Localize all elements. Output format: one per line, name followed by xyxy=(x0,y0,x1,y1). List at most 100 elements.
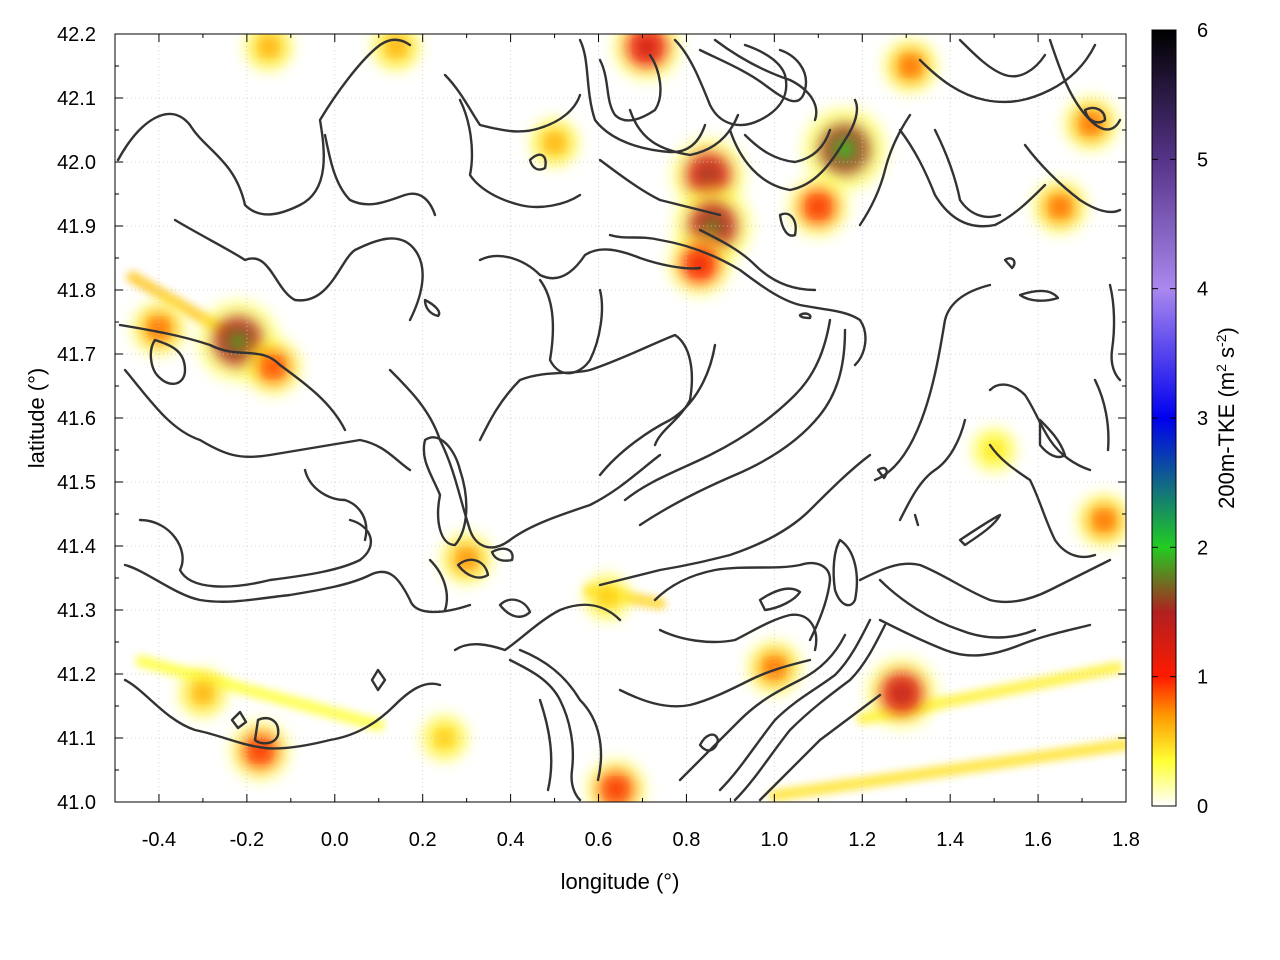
tke-core xyxy=(266,360,280,374)
tke-core xyxy=(197,687,209,699)
contour-line xyxy=(878,618,1092,657)
contour-line xyxy=(698,228,817,292)
y-tick-label: 41.2 xyxy=(57,664,96,686)
contour-line xyxy=(798,312,812,320)
contour-line xyxy=(490,547,514,562)
contour-line xyxy=(498,598,532,618)
x-tick-label: -0.4 xyxy=(142,829,176,851)
y-tick-label: 41.1 xyxy=(57,728,96,750)
contour-line xyxy=(456,558,490,579)
x-tick-label: 0.0 xyxy=(321,829,349,851)
y-tick-label: 42.2 xyxy=(57,24,96,46)
colorbar-tick-label: 2 xyxy=(1197,537,1208,559)
contour-line xyxy=(123,678,442,750)
contour-line xyxy=(758,587,802,612)
colorbar-tick-label: 5 xyxy=(1197,149,1208,171)
y-tick-label: 41.6 xyxy=(57,408,96,430)
contour-line xyxy=(698,48,808,103)
contour-line xyxy=(628,108,740,157)
tke-core xyxy=(1054,200,1067,213)
contour-line xyxy=(898,128,1047,228)
contour-line xyxy=(538,698,553,792)
tke-band xyxy=(135,655,385,732)
contour-line xyxy=(858,558,1112,604)
contour-line xyxy=(918,43,1097,104)
x-tick-label: 0.4 xyxy=(497,829,525,851)
colorbar-tick-label: 6 xyxy=(1197,20,1208,42)
contour-line xyxy=(1083,106,1107,124)
contour-line xyxy=(323,133,437,217)
colorbar-tick-label: 4 xyxy=(1197,279,1208,301)
y-axis-label: latitude (°) xyxy=(24,368,49,469)
contour-line xyxy=(958,38,1047,78)
tke-core xyxy=(229,332,247,351)
contour-line xyxy=(578,38,707,154)
x-tick-label: 1.8 xyxy=(1112,829,1140,851)
contour-line xyxy=(638,328,847,527)
contour-line xyxy=(958,513,1002,547)
contour-line xyxy=(678,633,847,782)
contour-line xyxy=(478,248,702,280)
colorbar-ticks: 0 1 2 3 4 5 6 xyxy=(1152,20,1208,818)
tke-core xyxy=(390,41,402,53)
tke-core xyxy=(639,39,655,55)
contour-line xyxy=(898,418,967,522)
tke-core xyxy=(263,41,275,53)
tke-core xyxy=(904,59,917,73)
contour-line xyxy=(458,98,582,209)
y-tick-label: 41.8 xyxy=(57,280,96,302)
contour-line xyxy=(743,128,832,164)
x-tick-label: 1.6 xyxy=(1024,829,1052,851)
contour-line xyxy=(508,658,582,802)
colorbar-label-main: 200m-TKE (m xyxy=(1214,372,1239,509)
contour-line xyxy=(913,513,920,527)
contour-line xyxy=(778,212,797,237)
tke-core xyxy=(439,732,450,744)
tke-core xyxy=(609,782,623,796)
contour-line xyxy=(598,158,722,217)
contour-line xyxy=(303,468,368,542)
colorbar-label-sup2: -2 xyxy=(1213,334,1229,347)
x-tick-label: -0.2 xyxy=(230,829,264,851)
contour-line xyxy=(598,343,717,477)
x-axis: -0.4 -0.2 0.0 0.2 0.4 0.6 0.8 1.0 1.2 1.4 1.6 1.8 xyxy=(142,34,1140,851)
contour-line xyxy=(758,693,882,802)
tke-core xyxy=(549,137,561,149)
tke-core xyxy=(1098,514,1111,527)
contour-line xyxy=(123,563,472,614)
contour-line xyxy=(388,368,662,549)
contour-line xyxy=(1018,289,1060,302)
x-tick-label: 0.8 xyxy=(673,829,701,851)
colorbar-label-sup1: 2 xyxy=(1213,364,1229,372)
contour-line xyxy=(988,443,1097,559)
colorbar-tick-label: 3 xyxy=(1197,408,1208,430)
y-tick-label: 42.1 xyxy=(57,88,96,110)
contour-line xyxy=(123,368,412,472)
contour-line xyxy=(623,318,832,502)
y-tick-label: 41.3 xyxy=(57,600,96,622)
contour-line xyxy=(858,113,912,227)
contour-line xyxy=(149,338,187,386)
y-tick-label: 41.0 xyxy=(57,792,96,814)
contour-line xyxy=(608,233,867,367)
y-axis: 41.0 41.1 41.2 41.3 41.4 41.5 41.6 41.7 41.8 41.9… xyxy=(57,24,1126,814)
colorbar-tick-label: 0 xyxy=(1197,796,1208,818)
contour-line xyxy=(528,153,547,171)
contour-line xyxy=(873,283,992,482)
contour-line xyxy=(733,623,887,802)
contour-line xyxy=(1093,378,1110,452)
contour-line xyxy=(653,561,832,642)
x-axis-label: longitude (°) xyxy=(561,869,680,894)
y-tick-label: 41.4 xyxy=(57,536,96,558)
x-tick-label: 1.4 xyxy=(936,829,964,851)
contour-line xyxy=(713,38,818,122)
contour-line xyxy=(933,128,1002,219)
contour-line xyxy=(728,98,859,192)
colorbar-label: 200m-TKE (m2 s-2) xyxy=(1213,327,1239,509)
tke-core xyxy=(602,592,613,603)
contour-line xyxy=(1108,283,1122,382)
contour-line xyxy=(443,73,582,133)
contour-line xyxy=(253,716,280,745)
